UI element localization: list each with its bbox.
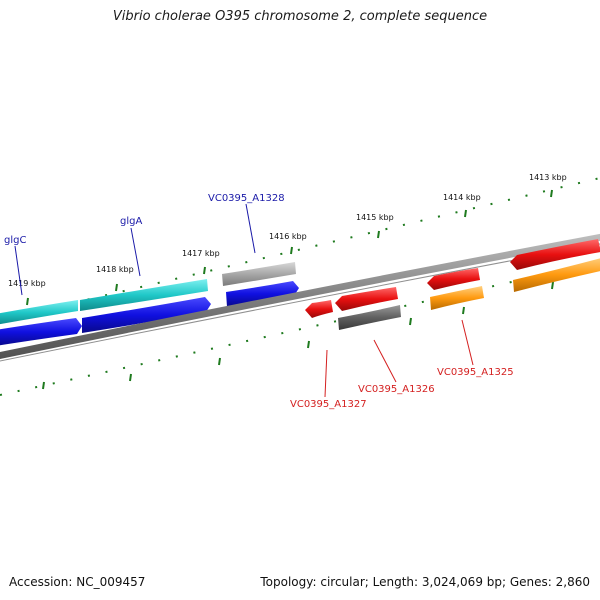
gene-label-VC0395-A1326[interactable]: VC0395_A1326 — [358, 384, 435, 395]
tick-label-1413: 1413 kbp — [529, 173, 567, 182]
gene-A1326-red[interactable] — [335, 287, 398, 311]
gene-label-glgC[interactable]: glgC — [4, 235, 26, 246]
label-leaders — [14, 203, 474, 398]
gene-label-glgA[interactable]: glgA — [120, 216, 142, 227]
tick-label-1419: 1419 kbp — [8, 279, 46, 288]
genome-summary-text: Topology: circular; Length: 3,024,069 bp… — [260, 575, 590, 589]
gene-next-red[interactable] — [510, 239, 600, 270]
tick-label-1416: 1416 kbp — [269, 232, 307, 241]
chromosome-backbone — [0, 233, 600, 359]
gene-A1327-red[interactable] — [305, 300, 333, 318]
tick-label-1414: 1414 kbp — [443, 193, 481, 202]
gene-label-VC0395-A1327[interactable]: VC0395_A1327 — [290, 399, 367, 410]
gene-A1328-gray[interactable] — [222, 262, 296, 286]
accession-text: Accession: NC_009457 — [9, 575, 146, 589]
gene-glgA-cyan[interactable] — [80, 279, 208, 311]
tick-label-1418: 1418 kbp — [96, 265, 134, 274]
inner-tick-ring — [0, 261, 600, 396]
gene-A1326-darkgray[interactable] — [338, 305, 401, 330]
gene-glgC-cyan[interactable] — [0, 300, 78, 325]
gene-A1328-blue[interactable] — [226, 281, 299, 307]
major-ticks — [26, 189, 554, 390]
gene-next-orange[interactable] — [513, 257, 600, 292]
map-title: Vibrio cholerae O395 chromosome 2, compl… — [112, 9, 488, 24]
gene-A1325-red[interactable] — [427, 268, 480, 290]
gene-glgA-blue[interactable] — [82, 297, 211, 333]
gene-A1325-orange[interactable] — [430, 286, 484, 310]
tick-label-1415: 1415 kbp — [356, 213, 394, 222]
tick-label-1417: 1417 kbp — [182, 249, 220, 258]
gene-glgC-blue[interactable] — [0, 318, 82, 346]
gene-label-VC0395-A1325[interactable]: VC0395_A1325 — [437, 367, 514, 378]
gene-label-VC0395-A1328[interactable]: VC0395_A1328 — [208, 193, 285, 204]
